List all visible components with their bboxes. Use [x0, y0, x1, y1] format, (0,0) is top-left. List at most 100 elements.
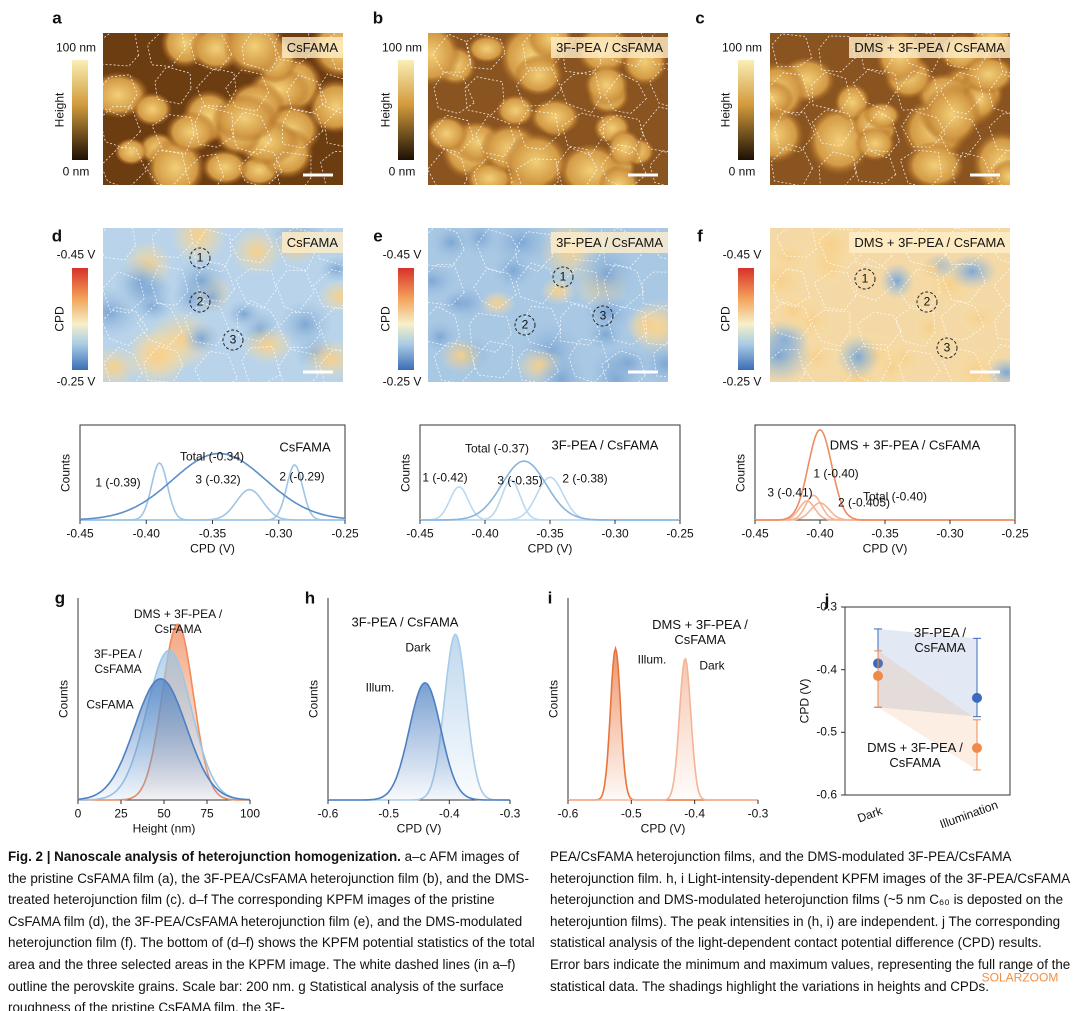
y-axis-label: Counts	[546, 679, 561, 719]
grain	[317, 279, 343, 314]
grain	[441, 291, 474, 315]
grain-outline	[286, 74, 328, 114]
colorbar-title: Height	[718, 92, 733, 128]
y-tick-label: -0.6	[816, 787, 837, 802]
colorbar-max: 100 nm	[55, 40, 97, 55]
grain-outline	[896, 70, 939, 111]
area-number: 1	[861, 271, 869, 286]
grain-outline	[857, 311, 902, 351]
panel-letter: g	[54, 588, 66, 608]
area-number: 2	[521, 317, 529, 332]
x-tick-label: 75	[200, 806, 214, 821]
x-axis-label: CPD (V)	[640, 821, 686, 836]
watermark: SOLARZOOM	[981, 970, 1059, 985]
y-axis-label: Counts	[58, 453, 73, 492]
grain	[226, 300, 262, 328]
y-axis-label: Counts	[56, 679, 71, 719]
selected-area	[552, 266, 574, 288]
x-tick-label: -0.25	[331, 526, 359, 541]
grain-outline	[230, 111, 272, 155]
grain-outline	[431, 114, 474, 154]
colorbar-max: -0.45 V	[56, 247, 96, 262]
panel-label: 3F-PEA / CsFAMA	[551, 232, 668, 253]
colorbar-title: Height	[378, 92, 393, 128]
grain	[836, 334, 880, 380]
grain-outline	[522, 33, 563, 69]
y-axis-label: Counts	[398, 453, 413, 492]
grain-outline	[428, 263, 465, 306]
density-area	[78, 678, 250, 800]
grain-outline	[150, 265, 189, 306]
density-curve	[568, 645, 758, 801]
grain-outline	[818, 151, 857, 185]
grain-outline	[103, 346, 143, 382]
grain	[863, 101, 901, 130]
area-number: 2	[923, 294, 931, 309]
grain-outline	[770, 349, 806, 382]
grain-outline	[559, 303, 601, 346]
grain	[540, 277, 577, 306]
grain	[318, 255, 343, 283]
x-axis-label: CPD (V)	[396, 821, 442, 836]
grain	[495, 94, 536, 127]
panel-letter: h	[304, 588, 316, 608]
grain-outline	[818, 228, 862, 269]
series-label: DMS + 3F-PEA / CsFAMA	[133, 607, 223, 636]
panel-letter: f	[697, 226, 703, 246]
colorbar-max: -0.45 V	[722, 247, 762, 262]
grain-outline	[185, 153, 225, 185]
grain-outline	[235, 268, 277, 309]
series-label: 2 (-0.29)	[279, 469, 325, 484]
grain-outline	[771, 268, 811, 308]
area-number: 3	[229, 332, 237, 347]
grain-outline	[560, 70, 602, 114]
grain-outline	[275, 269, 315, 313]
grain-outline	[151, 228, 194, 258]
grain	[428, 115, 468, 153]
grain	[467, 34, 507, 64]
selected-area	[222, 329, 244, 351]
grain-outline	[515, 158, 559, 185]
grain-outline	[184, 302, 230, 346]
grain-outline	[433, 342, 476, 382]
grain	[854, 126, 896, 162]
y-axis-label: CPD (V)	[797, 678, 812, 724]
grain	[773, 292, 812, 332]
chart-title: CsFAMA	[279, 439, 331, 455]
grain	[904, 141, 966, 185]
y-axis-label: Counts	[306, 679, 321, 719]
grain-outline	[853, 149, 897, 184]
grain	[130, 330, 188, 380]
grain-outline	[515, 69, 562, 107]
grain	[956, 300, 1002, 336]
grain-outline	[320, 150, 343, 185]
grain	[241, 325, 295, 365]
grain-outline	[951, 152, 994, 185]
grain-outline	[944, 33, 989, 71]
grain	[212, 94, 278, 143]
grain	[529, 98, 581, 136]
y-tick-label: -0.3	[816, 599, 837, 614]
area-number: 3	[943, 340, 951, 355]
panel-label: DMS + 3F-PEA / CsFAMA	[849, 37, 1010, 58]
grain-outline	[241, 33, 280, 72]
grain-outline	[273, 33, 313, 64]
x-tick-label: -0.5	[378, 806, 399, 821]
x-tick-label: -0.4	[684, 806, 705, 821]
density-area	[568, 658, 758, 800]
selected-area	[189, 247, 211, 269]
colorbar-max: 100 nm	[721, 40, 763, 55]
grain-outline	[469, 312, 512, 353]
density-curve	[420, 460, 680, 521]
grain-outline	[604, 73, 647, 114]
grain-outline	[818, 35, 857, 73]
grain-outline	[236, 300, 280, 342]
chart-title: 3F-PEA / CsFAMA	[551, 437, 659, 453]
colorbar-max: -0.45 V	[382, 247, 422, 262]
selected-area	[514, 314, 536, 336]
series-label: 3F-PEA / CsFAMA	[93, 647, 143, 676]
x-tick-label: -0.3	[499, 806, 521, 821]
panel-label: DMS + 3F-PEA / CsFAMA	[849, 232, 1010, 253]
grain-outline	[895, 307, 936, 348]
